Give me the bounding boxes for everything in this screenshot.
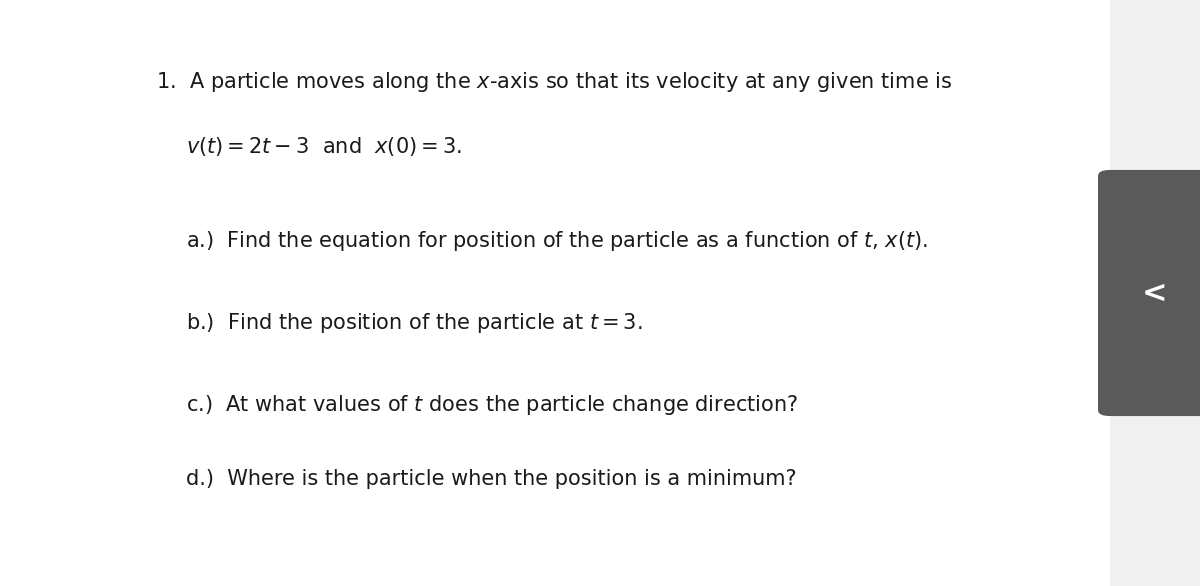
- Text: <: <: [1141, 278, 1168, 308]
- FancyBboxPatch shape: [0, 0, 1110, 586]
- Text: 1.  A particle moves along the $x$-axis so that its velocity at any given time i: 1. A particle moves along the $x$-axis s…: [156, 70, 953, 94]
- Text: c.)  At what values of $t$ does the particle change direction?: c.) At what values of $t$ does the parti…: [186, 393, 798, 417]
- FancyBboxPatch shape: [1098, 170, 1200, 416]
- Text: a.)  Find the equation for position of the particle as a function of $t$, $x(t)$: a.) Find the equation for position of th…: [186, 229, 928, 253]
- Text: d.)  Where is the particle when the position is a minimum?: d.) Where is the particle when the posit…: [186, 469, 797, 489]
- Text: $v(t) = 2t - 3$  and  $x(0) = 3$.: $v(t) = 2t - 3$ and $x(0) = 3$.: [186, 135, 462, 158]
- Text: b.)  Find the position of the particle at $t = 3$.: b.) Find the position of the particle at…: [186, 311, 642, 335]
